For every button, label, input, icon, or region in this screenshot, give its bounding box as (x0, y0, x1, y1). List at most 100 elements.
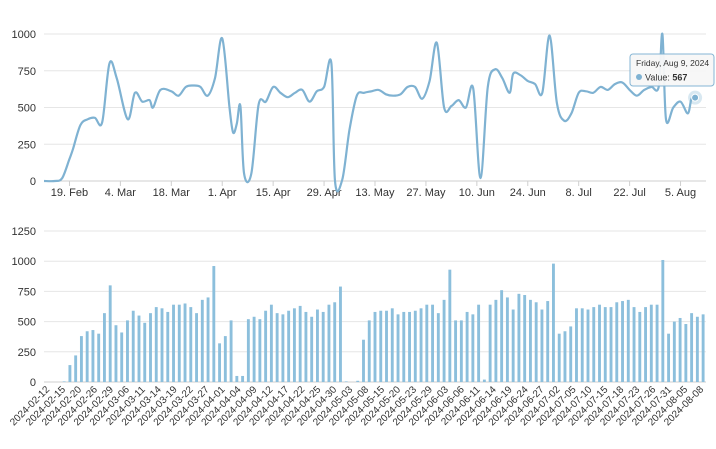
bar (667, 333, 671, 382)
bar (97, 333, 101, 382)
bar (632, 307, 636, 382)
line-x-tick-label: 4. Mar (105, 187, 137, 199)
bar (563, 331, 567, 382)
bar (661, 259, 665, 382)
bar (281, 314, 285, 382)
bar (166, 311, 170, 382)
bar (402, 311, 406, 382)
bar-y-tick-label: 1000 (12, 256, 36, 268)
bar (246, 319, 250, 382)
bar (62, 381, 66, 382)
bar (655, 304, 659, 382)
bar (603, 307, 607, 382)
bar (465, 311, 469, 382)
bar (74, 355, 78, 382)
bar (448, 269, 452, 382)
bar (223, 336, 227, 382)
bar (528, 299, 532, 382)
bar (649, 304, 653, 382)
bar (672, 321, 676, 382)
bar (172, 304, 175, 382)
bar (356, 380, 360, 382)
bar-chart: 0250500750100012502024-02-122024-02-1520… (8, 226, 706, 428)
bar (454, 320, 458, 382)
bar (459, 320, 463, 382)
line-x-tick-label: 8. Jul (566, 187, 592, 199)
bar (108, 285, 112, 382)
bar (621, 301, 624, 382)
bar (615, 302, 619, 382)
line-x-tick-label: 1. Apr (208, 187, 237, 199)
bar (684, 324, 688, 382)
bar (609, 307, 613, 382)
bar (626, 299, 630, 382)
line-x-tick-label: 13. May (355, 187, 395, 199)
tooltip: Friday, Aug 9, 2024 Value: 567 (629, 53, 715, 87)
bar (160, 308, 164, 382)
bar (413, 310, 417, 382)
bar (396, 314, 400, 382)
bar (569, 326, 573, 382)
bar (390, 308, 394, 382)
bar-y-tick-label: 250 (18, 347, 36, 359)
line-x-tick-label: 10. Jun (459, 187, 495, 199)
bar (500, 290, 504, 382)
bar (344, 381, 348, 382)
bar (580, 308, 584, 382)
bar-y-tick-label: 0 (30, 377, 36, 389)
hover-point (691, 93, 700, 102)
bar (546, 301, 550, 382)
bar (316, 309, 319, 382)
bar (321, 311, 325, 382)
bar (644, 307, 647, 382)
bar (517, 293, 521, 382)
bar (333, 302, 337, 382)
bar (304, 311, 308, 382)
bar (264, 310, 268, 382)
line-x-tick-label: 19. Feb (51, 187, 88, 199)
bar (252, 316, 256, 382)
bar (419, 308, 423, 382)
bar (362, 339, 365, 382)
bar (143, 322, 147, 382)
bar (339, 286, 342, 382)
bar (431, 304, 435, 382)
line-series (43, 32, 696, 193)
line-x-tick-label: 27. May (406, 187, 446, 199)
bar (557, 333, 561, 382)
bar (482, 379, 486, 382)
bar (638, 311, 642, 382)
line-y-tick-label: 500 (18, 103, 36, 115)
line-x-tick-label: 29. Apr (307, 187, 342, 199)
bar (258, 319, 262, 382)
bar (436, 313, 440, 382)
line-y-tick-label: 1000 (12, 29, 36, 41)
line-x-tick-label: 24. Jun (510, 187, 546, 199)
bar (442, 299, 446, 382)
tooltip-title: Friday, Aug 9, 2024 (636, 58, 709, 68)
line-x-tick-label: 15. Apr (256, 187, 291, 199)
bar (367, 320, 371, 382)
bar (575, 308, 578, 382)
bar (287, 310, 291, 382)
bar (68, 365, 72, 382)
bar (91, 330, 95, 382)
bar (425, 304, 429, 382)
bar (183, 303, 187, 382)
bar (275, 313, 279, 382)
tooltip-value: Value: 567 (645, 73, 687, 83)
line-y-tick-label: 0 (30, 176, 36, 188)
bar (408, 311, 411, 382)
bar (298, 305, 302, 382)
bar (678, 317, 682, 382)
bar (229, 320, 233, 382)
line-x-tick-label: 5. Aug (665, 187, 696, 199)
bar-y-tick-label: 500 (18, 317, 36, 329)
line-y-tick-label: 750 (18, 66, 36, 78)
bar (511, 309, 515, 382)
bar (690, 313, 694, 382)
bar (137, 315, 141, 382)
bar (385, 310, 388, 382)
bar (241, 375, 245, 382)
bar (701, 314, 705, 382)
